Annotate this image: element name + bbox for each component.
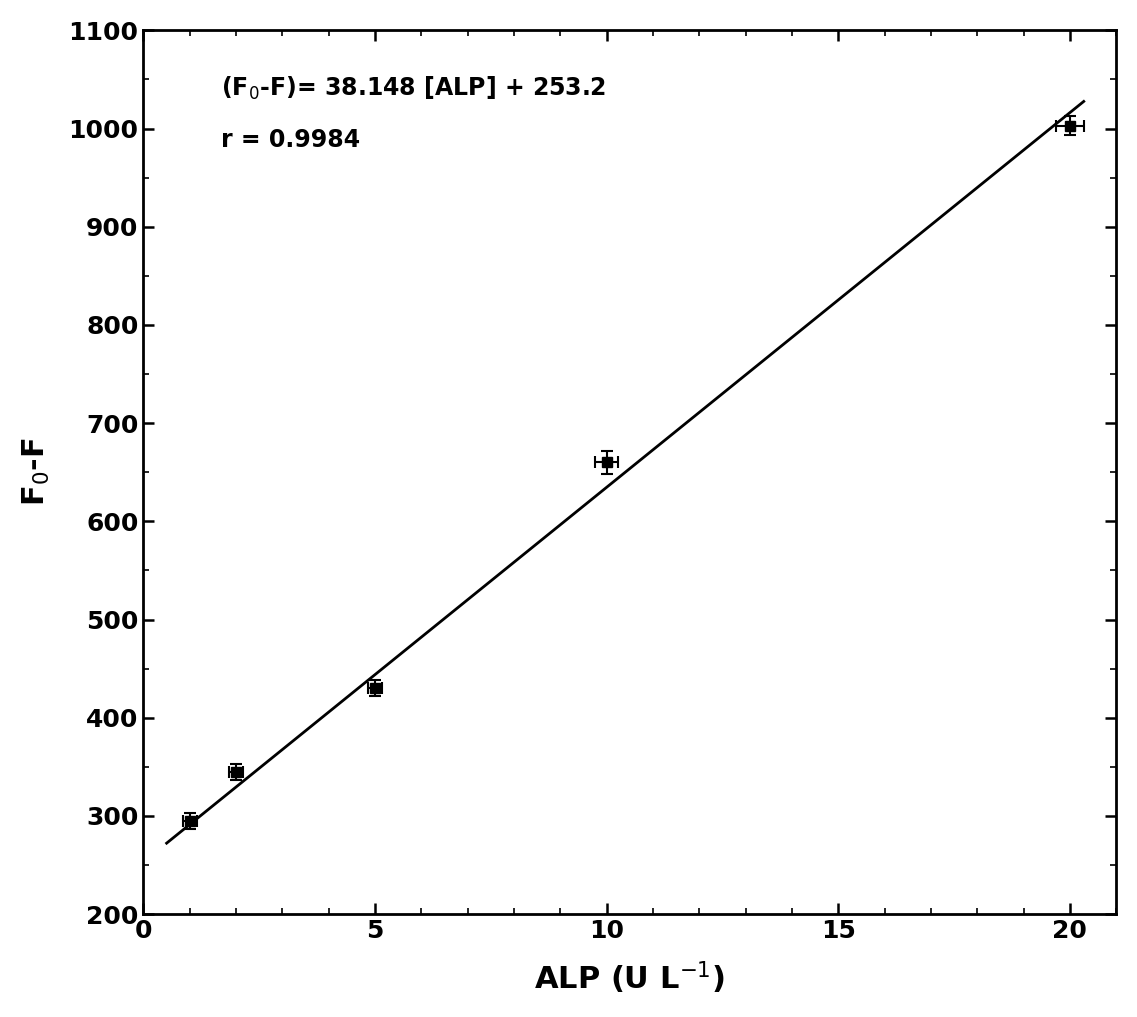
Text: (F$_0$-F)= 38.148 [ALP] + 253.2: (F$_0$-F)= 38.148 [ALP] + 253.2 [222, 74, 606, 102]
Y-axis label: F$_0$-F: F$_0$-F [20, 438, 52, 506]
X-axis label: ALP (U L$^{-1}$): ALP (U L$^{-1}$) [534, 960, 725, 997]
Text: r = 0.9984: r = 0.9984 [222, 127, 360, 152]
